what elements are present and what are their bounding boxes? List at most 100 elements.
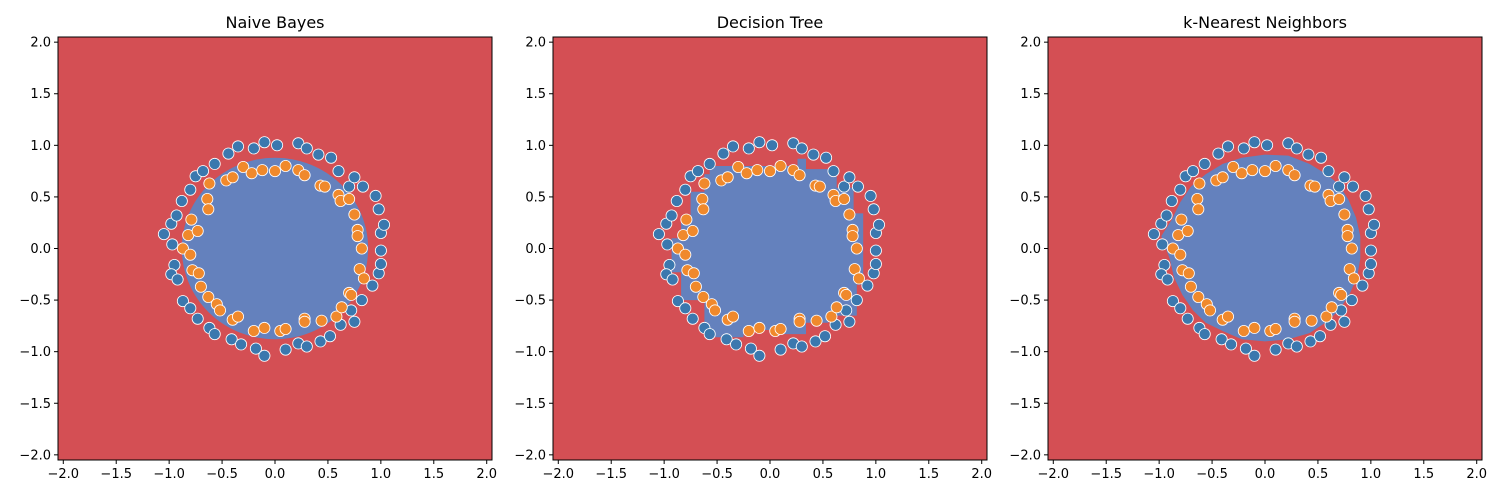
x-tick-label: 0.0	[265, 467, 286, 482]
data-point-class-1	[213, 304, 226, 317]
data-point-class-1	[258, 321, 271, 334]
data-point-class-0	[372, 203, 385, 216]
data-point-class-0	[300, 340, 313, 353]
data-point-class-0	[184, 183, 197, 196]
x-tick-label: 2.0	[476, 467, 497, 482]
data-point-class-0	[1302, 148, 1315, 161]
data-point-class-1	[843, 208, 856, 221]
panel-1: −2.0 −1.5 −1.0 −0.5 0.0 0.5 1.0 1.5 2.0 −2.0 −1.5 −…	[19, 13, 497, 482]
y-tick-label: 0.0	[1020, 242, 1041, 257]
data-point-class-1	[357, 272, 370, 285]
data-point-class-0	[1290, 340, 1303, 353]
data-point-class-0	[867, 203, 880, 216]
y-tick-label: 2.0	[30, 36, 51, 51]
data-point-class-0	[1212, 147, 1225, 160]
data-point-class-1	[697, 203, 710, 216]
data-point-class-1	[1237, 324, 1250, 337]
data-point-class-1	[298, 315, 311, 328]
inner-class-region	[181, 157, 369, 340]
y-tick-label: −1.0	[19, 345, 51, 360]
data-point-class-0	[1166, 295, 1179, 308]
data-point-class-1	[231, 310, 244, 323]
data-point-class-0	[850, 294, 863, 307]
data-point-class-1	[1227, 160, 1240, 173]
data-point-class-0	[369, 189, 382, 202]
y-tick-label: 2.0	[525, 36, 546, 51]
data-point-class-1	[1341, 230, 1354, 243]
y-tick-label: 0.5	[525, 190, 546, 205]
data-point-class-1	[1246, 164, 1259, 177]
chart-title: Decision Tree	[717, 13, 824, 32]
data-point-class-0	[703, 157, 716, 170]
data-point-class-0	[1160, 209, 1173, 222]
data-point-class-1	[1181, 224, 1194, 237]
x-tick-label: 0.5	[318, 467, 339, 482]
data-point-class-0	[166, 238, 179, 251]
data-point-class-1	[709, 304, 722, 317]
data-point-class-0	[774, 343, 787, 356]
x-tick-label: −1.0	[648, 467, 680, 482]
data-point-class-1	[838, 192, 851, 205]
data-point-class-1	[1193, 177, 1206, 190]
data-point-class-0	[1368, 218, 1381, 231]
data-point-class-0	[366, 279, 379, 292]
data-point-class-0	[807, 148, 820, 161]
x-tick-label: −1.5	[1090, 467, 1122, 482]
data-point-class-0	[176, 295, 189, 308]
x-tick-label: 0.5	[1308, 467, 1329, 482]
data-point-class-0	[279, 343, 292, 356]
x-tick-label: 1.5	[423, 467, 444, 482]
data-point-class-0	[869, 257, 882, 270]
data-point-class-0	[1315, 151, 1328, 164]
data-point-class-0	[1174, 302, 1187, 315]
x-tick-label: 0.0	[760, 467, 781, 482]
data-point-class-1	[315, 314, 328, 327]
data-point-class-0	[703, 328, 716, 341]
data-point-class-1	[680, 213, 693, 226]
data-point-class-0	[720, 333, 733, 346]
data-point-class-0	[679, 302, 692, 315]
y-tick-label: 1.0	[525, 139, 546, 154]
data-point-class-0	[795, 340, 808, 353]
x-tick-label: −0.5	[206, 467, 238, 482]
data-point-class-1	[1191, 192, 1204, 205]
data-point-class-0	[692, 165, 705, 178]
x-tick-label: −0.5	[1196, 467, 1228, 482]
x-tick-label: 0.5	[813, 467, 834, 482]
data-point-class-0	[671, 295, 684, 308]
data-point-class-0	[1165, 194, 1178, 207]
y-tick-label: 0.0	[525, 242, 546, 257]
data-point-class-1	[201, 192, 214, 205]
data-point-class-1	[810, 314, 823, 327]
data-point-class-0	[820, 151, 833, 164]
data-point-class-0	[258, 136, 271, 149]
data-point-class-1	[850, 242, 863, 255]
y-tick-label: 0.0	[30, 242, 51, 257]
data-point-class-1	[345, 288, 358, 301]
panel-2: −2.0 −1.5 −1.0 −0.5 0.0 0.5 1.0 1.5 2.0 −2.0 −1.5 −…	[514, 13, 992, 482]
data-point-class-0	[157, 228, 170, 241]
data-point-class-0	[1364, 244, 1377, 257]
data-point-class-0	[1359, 189, 1372, 202]
data-point-class-1	[348, 208, 361, 221]
y-tick-label: 0.5	[30, 190, 51, 205]
data-point-class-1	[1338, 208, 1351, 221]
data-point-class-0	[325, 151, 338, 164]
data-point-class-0	[323, 330, 336, 343]
data-point-class-0	[1237, 142, 1250, 155]
x-tick-label: −2.0	[543, 467, 575, 482]
data-point-class-0	[247, 142, 260, 155]
x-tick-label: −2.0	[1038, 467, 1070, 482]
x-tick-label: 2.0	[971, 467, 992, 482]
data-point-class-0	[717, 147, 730, 160]
data-point-class-0	[1345, 294, 1358, 307]
data-point-class-1	[1305, 314, 1318, 327]
data-point-class-0	[196, 165, 209, 178]
data-point-class-0	[348, 171, 361, 184]
data-point-class-0	[1239, 342, 1252, 355]
data-point-class-1	[774, 322, 787, 335]
data-point-class-1	[727, 310, 740, 323]
data-point-class-0	[795, 142, 808, 155]
data-point-class-0	[208, 328, 221, 341]
data-point-class-1	[1182, 267, 1195, 280]
